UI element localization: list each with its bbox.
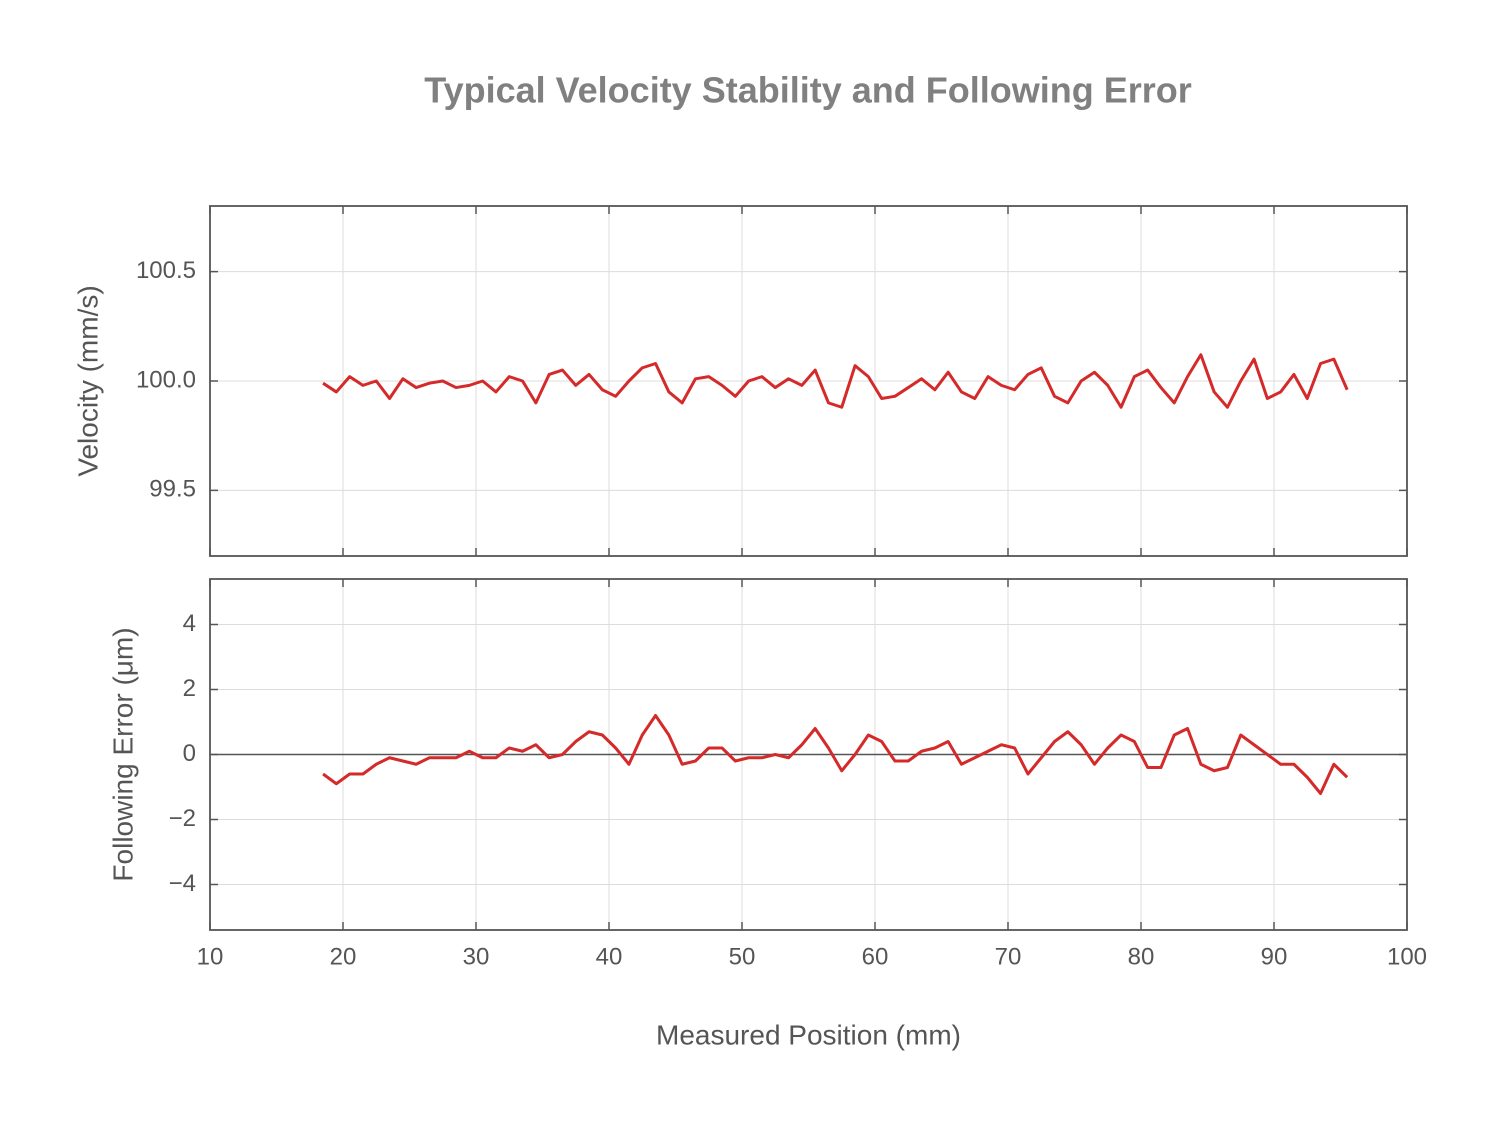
- axes-frame: [209, 578, 1408, 931]
- axes-frame: [209, 205, 1408, 557]
- data-line: [322, 714, 1349, 795]
- data-line: [322, 353, 1349, 409]
- y-tick-label: 4: [183, 610, 196, 637]
- figure-title: Typical Velocity Stability and Following…: [424, 70, 1191, 111]
- y-tick-label: −4: [169, 870, 196, 897]
- y-tick-label: 2: [183, 675, 196, 702]
- x-tick-label: 90: [1261, 943, 1288, 970]
- x-tick-label: 50: [729, 943, 756, 970]
- x-tick-label: 100: [1387, 943, 1427, 970]
- x-tick-label: 80: [1128, 943, 1155, 970]
- x-tick-label: 30: [463, 943, 490, 970]
- x-tick-label: 60: [862, 943, 889, 970]
- x-tick-label: 40: [596, 943, 623, 970]
- y-tick-label: −2: [169, 805, 196, 832]
- y-axis-label: Velocity (mm/s): [72, 285, 103, 476]
- y-axis-label: Following Error (μm): [107, 627, 138, 881]
- x-tick-label: 70: [995, 943, 1022, 970]
- x-tick-label: 20: [330, 943, 357, 970]
- x-tick-label: 10: [197, 943, 224, 970]
- y-tick-label: 100.5: [136, 257, 196, 284]
- y-tick-label: 100.0: [136, 366, 196, 393]
- y-tick-label: 99.5: [149, 476, 196, 503]
- y-tick-label: 0: [183, 740, 196, 767]
- x-axis-label: Measured Position (mm): [656, 1019, 961, 1050]
